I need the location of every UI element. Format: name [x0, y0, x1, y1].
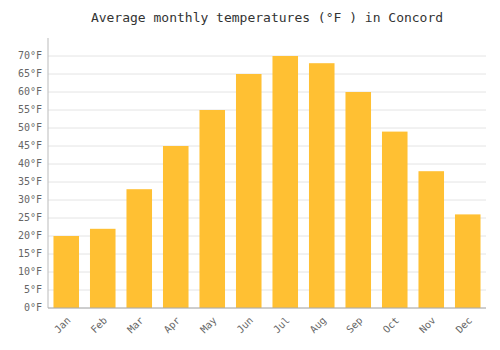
bar	[345, 92, 371, 308]
bar	[272, 56, 298, 308]
grid-line	[48, 74, 486, 75]
title: Average monthly temperatures (°F ) in Co…	[91, 10, 443, 25]
x-tick-label: Dec	[454, 315, 475, 336]
grid-line	[48, 164, 486, 165]
grid-line	[48, 308, 486, 309]
chart-container: Average monthly temperatures (°F ) in Co…	[0, 0, 500, 350]
x-tick-label: Sep	[344, 315, 365, 336]
bar	[418, 171, 444, 308]
bar	[199, 110, 225, 308]
y-axis: 0°F 5°F 10°F 15°F 20°F 25°F 30°F 35°F 40°F 45°F 50…	[18, 50, 486, 313]
x-axis: Jan Feb Mar Apr May Jun Jul Aug Sep Oct Nov Dec	[52, 315, 474, 336]
y-tick-label: 45°F	[18, 140, 42, 151]
chart: Average monthly temperatures (°F ) in Co…	[0, 0, 500, 350]
y-tick-label: 50°F	[18, 122, 42, 133]
bars	[53, 56, 480, 308]
bar	[90, 229, 116, 308]
bar	[53, 236, 79, 308]
y-tick-label: 30°F	[18, 194, 42, 205]
bar	[163, 146, 189, 308]
grid-line	[48, 92, 486, 93]
x-tick-label: Jan	[52, 315, 73, 336]
grid-line	[48, 128, 486, 129]
y-tick-label: 15°F	[18, 248, 42, 259]
y-tick-label: 5°F	[24, 284, 42, 295]
grid-line	[48, 56, 486, 57]
x-tick-label: Feb	[89, 315, 110, 336]
bar	[382, 132, 408, 308]
y-tick-label: 10°F	[18, 266, 42, 277]
bar	[455, 214, 481, 308]
y-tick-label: 40°F	[18, 158, 42, 169]
grid-line	[48, 146, 486, 147]
x-tick-label: May	[198, 315, 219, 336]
bar	[309, 63, 335, 308]
y-tick-label: 70°F	[18, 50, 42, 61]
y-tick-label: 0°F	[24, 302, 42, 313]
x-tick-label: Oct	[381, 315, 402, 336]
y-tick-label: 25°F	[18, 212, 42, 223]
x-tick-label: Apr	[162, 315, 183, 336]
x-axis-line	[48, 308, 486, 309]
x-tick-label: Nov	[417, 315, 438, 336]
bar	[236, 74, 262, 308]
x-tick-label: Jul	[271, 315, 292, 336]
x-tick-label: Mar	[125, 315, 146, 336]
y-tick-label: 55°F	[18, 104, 42, 115]
bar	[126, 189, 152, 308]
y-tick-label: 35°F	[18, 176, 42, 187]
y-axis-line	[48, 38, 49, 308]
y-tick-label: 65°F	[18, 68, 42, 79]
x-tick-label: Aug	[308, 315, 329, 336]
grid-line	[48, 110, 486, 111]
x-tick-label: Jun	[235, 315, 256, 336]
y-tick-label: 60°F	[18, 86, 42, 97]
y-tick-label: 20°F	[18, 230, 42, 241]
